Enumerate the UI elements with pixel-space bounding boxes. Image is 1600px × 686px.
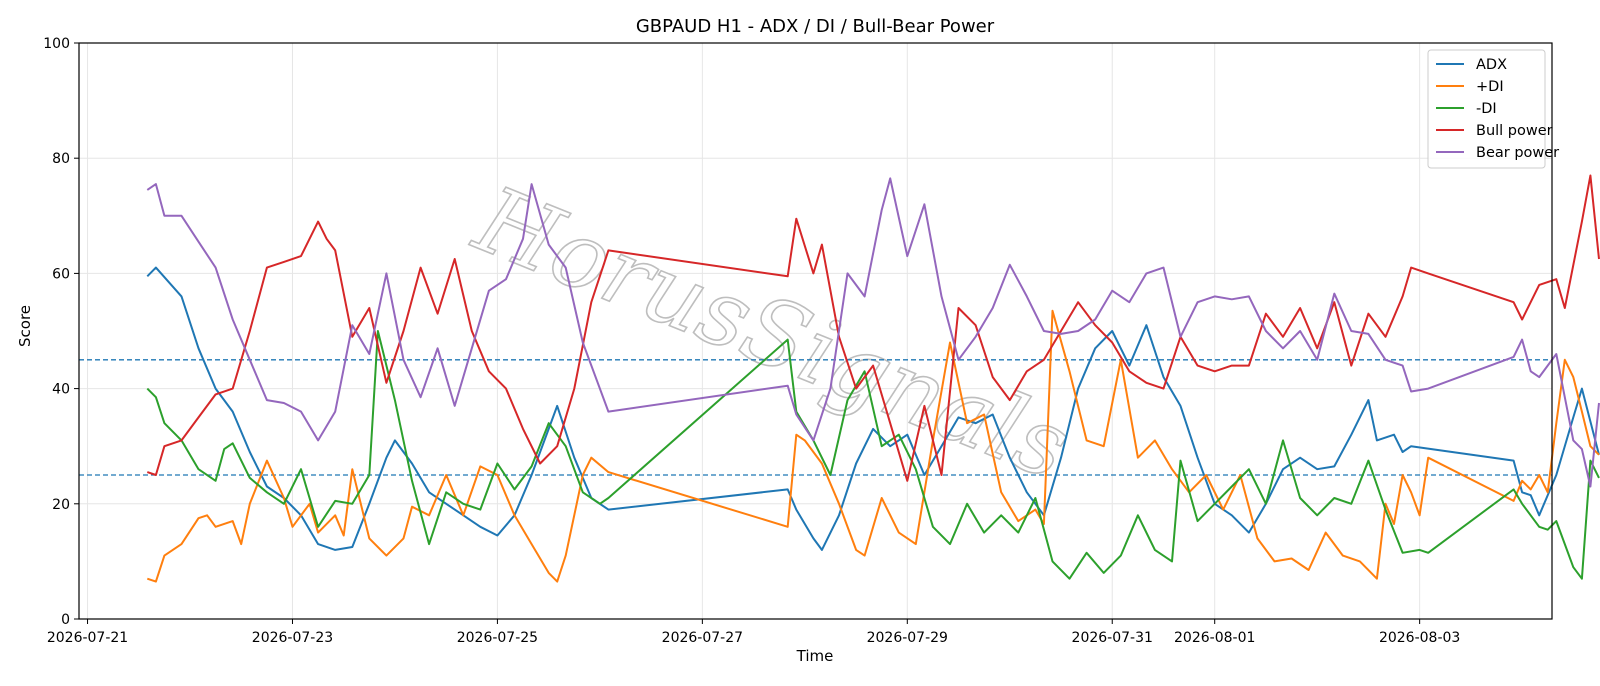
reference-lines [79,359,1552,476]
legend-label: ADX [1476,57,1507,73]
y-tick-label: 40 [52,382,70,398]
series-line--di [146,309,1600,583]
legend-label: Bear power [1476,145,1559,161]
x-tick-label: 2026-07-25 [457,630,538,646]
chart-title: GBPAUD H1 - ADX / DI / Bull-Bear Power [636,16,995,37]
y-tick-label: 0 [61,612,70,628]
x-tick-label: 2026-08-03 [1379,630,1460,646]
y-tick-label: 20 [52,497,70,513]
series-line-bull-power [146,174,1600,482]
axis-ticks: 0 20 40 60 80 100 2026-07-21 2026-07-23 2026-07-… [43,36,1460,646]
x-tick-label: 2026-07-27 [662,630,743,646]
x-tick-label: 2026-07-21 [47,630,128,646]
y-tick-label: 60 [52,266,70,282]
legend: ADX +DI -DI Bull power Bear power [1427,49,1559,169]
y-axis-label: Score [16,305,34,347]
plot-frame [78,42,1553,620]
x-tick-label: 2026-08-01 [1174,630,1255,646]
x-axis-label: Time [796,647,834,665]
y-tick-label: 100 [43,36,70,52]
legend-label: +DI [1476,79,1504,95]
series-line-bear-power [146,177,1600,488]
grid [79,42,1552,620]
legend-label: -DI [1476,101,1497,117]
x-tick-label: 2026-07-31 [1072,630,1153,646]
x-tick-label: 2026-07-29 [867,630,948,646]
legend-box [1427,49,1546,169]
series-line--di [146,330,1600,580]
series-lines [146,174,1600,583]
x-tick-label: 2026-07-23 [252,630,333,646]
y-tick-label: 80 [52,151,70,167]
legend-label: Bull power [1476,123,1553,139]
